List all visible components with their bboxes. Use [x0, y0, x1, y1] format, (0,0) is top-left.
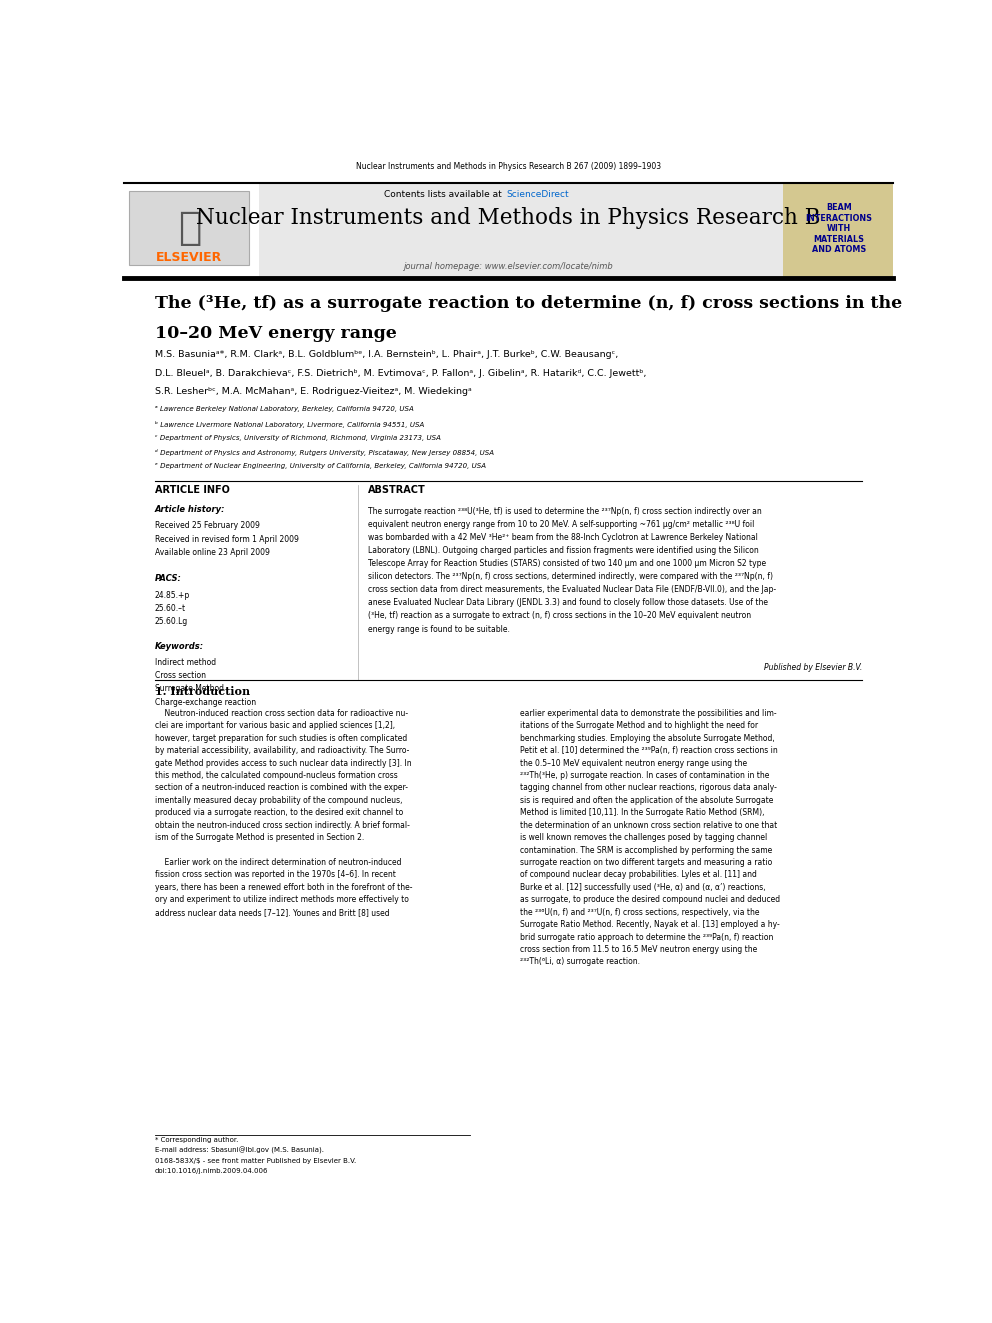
Text: anese Evaluated Nuclear Data Library (JENDL 3.3) and found to closely follow tho: anese Evaluated Nuclear Data Library (JE…	[368, 598, 768, 607]
Text: Method is limited [10,11]. In the Surrogate Ratio Method (SRM),: Method is limited [10,11]. In the Surrog…	[520, 808, 765, 818]
Text: energy range is found to be suitable.: energy range is found to be suitable.	[368, 624, 510, 634]
Text: 0168-583X/$ - see front matter Published by Elsevier B.V.: 0168-583X/$ - see front matter Published…	[155, 1158, 356, 1164]
Text: Telescope Array for Reaction Studies (STARS) consisted of two 140 μm and one 100: Telescope Array for Reaction Studies (ST…	[368, 560, 766, 569]
Text: Nuclear Instruments and Methods in Physics Research B: Nuclear Instruments and Methods in Physi…	[196, 206, 820, 229]
Text: 🌲: 🌲	[178, 209, 201, 246]
Text: silicon detectors. The ²³⁷Np(n, f) cross sections, determined indirectly, were c: silicon detectors. The ²³⁷Np(n, f) cross…	[368, 573, 773, 581]
Text: Article history:: Article history:	[155, 505, 225, 515]
Text: as surrogate, to produce the desired compound nuclei and deduced: as surrogate, to produce the desired com…	[520, 896, 780, 905]
Text: doi:10.1016/j.nimb.2009.04.006: doi:10.1016/j.nimb.2009.04.006	[155, 1168, 268, 1175]
Text: Nuclear Instruments and Methods in Physics Research B 267 (2009) 1899–1903: Nuclear Instruments and Methods in Physi…	[356, 163, 661, 171]
Text: Surrogate Ratio Method. Recently, Nayak et al. [13] employed a hy-: Surrogate Ratio Method. Recently, Nayak …	[520, 919, 780, 929]
Text: Indirect method: Indirect method	[155, 658, 216, 667]
Text: fission cross section was reported in the 1970s [4–6]. In recent: fission cross section was reported in th…	[155, 871, 396, 880]
Text: * Corresponding author.: * Corresponding author.	[155, 1136, 238, 1143]
Text: the 0.5–10 MeV equivalent neutron energy range using the: the 0.5–10 MeV equivalent neutron energy…	[520, 758, 747, 767]
Text: ory and experiment to utilize indirect methods more effectively to: ory and experiment to utilize indirect m…	[155, 896, 409, 905]
Text: E-mail address: Sbasuni@lbl.gov (M.S. Basunia).: E-mail address: Sbasuni@lbl.gov (M.S. Ba…	[155, 1147, 323, 1154]
Text: surrogate reaction on two different targets and measuring a ratio: surrogate reaction on two different targ…	[520, 859, 772, 867]
FancyBboxPatch shape	[124, 183, 893, 278]
Text: imentally measured decay probability of the compound nucleus,: imentally measured decay probability of …	[155, 796, 402, 804]
Text: ScienceDirect: ScienceDirect	[506, 191, 568, 200]
Text: this method, the calculated compound-nucleus formation cross: this method, the calculated compound-nuc…	[155, 771, 398, 781]
Text: ELSEVIER: ELSEVIER	[156, 250, 222, 263]
Text: itations of the Surrogate Method and to highlight the need for: itations of the Surrogate Method and to …	[520, 721, 758, 730]
Text: Published by Elsevier B.V.: Published by Elsevier B.V.	[764, 663, 862, 672]
Text: gate Method provides access to such nuclear data indirectly [3]. In: gate Method provides access to such nucl…	[155, 758, 412, 767]
Text: ABSTRACT: ABSTRACT	[368, 484, 426, 495]
Text: clei are important for various basic and applied sciences [1,2],: clei are important for various basic and…	[155, 721, 395, 730]
Text: S.R. Lesherᵇᶜ, M.A. McMahanᵃ, E. Rodriguez-Vieitezᵃ, M. Wiedekingᵃ: S.R. Lesherᵇᶜ, M.A. McMahanᵃ, E. Rodrigu…	[155, 386, 471, 396]
Text: Received 25 February 2009: Received 25 February 2009	[155, 521, 260, 531]
Text: section of a neutron-induced reaction is combined with the exper-: section of a neutron-induced reaction is…	[155, 783, 408, 792]
Text: Charge-exchange reaction: Charge-exchange reaction	[155, 697, 256, 706]
Text: the ²³⁶U(n, f) and ²³⁷U(n, f) cross sections, respectively, via the: the ²³⁶U(n, f) and ²³⁷U(n, f) cross sect…	[520, 908, 760, 917]
Text: benchmarking studies. Employing the absolute Surrogate Method,: benchmarking studies. Employing the abso…	[520, 734, 775, 742]
Text: ism of the Surrogate Method is presented in Section 2.: ism of the Surrogate Method is presented…	[155, 833, 364, 843]
Text: Laboratory (LBNL). Outgoing charged particles and fission fragments were identif: Laboratory (LBNL). Outgoing charged part…	[368, 546, 759, 556]
Text: sis is required and often the application of the absolute Surrogate: sis is required and often the applicatio…	[520, 796, 774, 804]
Text: of compound nuclear decay probabilities. Lyles et al. [11] and: of compound nuclear decay probabilities.…	[520, 871, 757, 880]
Text: (³He, tf) reaction as a surrogate to extract (n, f) cross sections in the 10–20 : (³He, tf) reaction as a surrogate to ext…	[368, 611, 751, 620]
Text: journal homepage: www.elsevier.com/locate/nimb: journal homepage: www.elsevier.com/locat…	[404, 262, 613, 271]
Text: by material accessibility, availability, and radioactivity. The Surro-: by material accessibility, availability,…	[155, 746, 409, 755]
Text: PACS:: PACS:	[155, 574, 182, 583]
Text: brid surrogate ratio approach to determine the ²³⁹Pa(n, f) reaction: brid surrogate ratio approach to determi…	[520, 933, 774, 942]
Text: Burke et al. [12] successfully used (³He, α) and (α, α’) reactions,: Burke et al. [12] successfully used (³He…	[520, 882, 766, 892]
Text: Cross section: Cross section	[155, 671, 205, 680]
FancyBboxPatch shape	[129, 192, 249, 265]
Text: was bombarded with a 42 MeV ³He²⁺ beam from the 88-Inch Cyclotron at Lawrence Be: was bombarded with a 42 MeV ³He²⁺ beam f…	[368, 533, 758, 542]
Text: obtain the neutron-induced cross section indirectly. A brief formal-: obtain the neutron-induced cross section…	[155, 820, 410, 830]
Text: address nuclear data needs [7–12]. Younes and Britt [8] used: address nuclear data needs [7–12]. Youne…	[155, 908, 390, 917]
Text: 25.60.Lg: 25.60.Lg	[155, 617, 188, 626]
Text: The (³He, tf) as a surrogate reaction to determine (n, f) cross sections in the: The (³He, tf) as a surrogate reaction to…	[155, 295, 902, 312]
Text: equivalent neutron energy range from 10 to 20 MeV. A self-supporting ~761 μg/cm²: equivalent neutron energy range from 10 …	[368, 520, 754, 529]
Text: M.S. Basuniaᵃ*, R.M. Clarkᵃ, B.L. Goldblumᵇᵉ, I.A. Bernsteinᵇ, L. Phairᵃ, J.T. B: M.S. Basuniaᵃ*, R.M. Clarkᵃ, B.L. Goldbl…	[155, 351, 618, 360]
Text: years, there has been a renewed effort both in the forefront of the-: years, there has been a renewed effort b…	[155, 882, 413, 892]
Text: 10–20 MeV energy range: 10–20 MeV energy range	[155, 325, 397, 341]
Text: ᵈ Department of Physics and Astronomy, Rutgers University, Piscataway, New Jerse: ᵈ Department of Physics and Astronomy, R…	[155, 448, 494, 456]
Text: earlier experimental data to demonstrate the possibilities and lim-: earlier experimental data to demonstrate…	[520, 709, 777, 718]
Text: BEAM
INTERACTIONS
WITH
MATERIALS
AND ATOMS: BEAM INTERACTIONS WITH MATERIALS AND ATO…	[806, 204, 873, 254]
Text: Keywords:: Keywords:	[155, 642, 204, 651]
Text: contamination. The SRM is accomplished by performing the same: contamination. The SRM is accomplished b…	[520, 845, 772, 855]
Text: ARTICLE INFO: ARTICLE INFO	[155, 484, 229, 495]
Text: 1. Introduction: 1. Introduction	[155, 687, 250, 697]
Text: the determination of an unknown cross section relative to one that: the determination of an unknown cross se…	[520, 820, 777, 830]
Text: produced via a surrogate reaction, to the desired exit channel to: produced via a surrogate reaction, to th…	[155, 808, 403, 818]
Text: is well known removes the challenges posed by tagging channel: is well known removes the challenges pos…	[520, 833, 767, 843]
Text: 25.60.–t: 25.60.–t	[155, 603, 186, 613]
Text: Surrogate Method: Surrogate Method	[155, 684, 224, 693]
FancyBboxPatch shape	[124, 183, 259, 278]
Text: Petit et al. [10] determined the ²³⁹Pa(n, f) reaction cross sections in: Petit et al. [10] determined the ²³⁹Pa(n…	[520, 746, 778, 755]
Text: ᶜ Department of Physics, University of Richmond, Richmond, Virginia 23173, USA: ᶜ Department of Physics, University of R…	[155, 435, 440, 441]
Text: Received in revised form 1 April 2009: Received in revised form 1 April 2009	[155, 534, 299, 544]
Text: ²³²Th(⁶Li, α) surrogate reaction.: ²³²Th(⁶Li, α) surrogate reaction.	[520, 958, 640, 966]
Text: Available online 23 April 2009: Available online 23 April 2009	[155, 548, 270, 557]
Text: cross section data from direct measurements, the Evaluated Nuclear Data File (EN: cross section data from direct measureme…	[368, 585, 776, 594]
Text: D.L. Bleuelᵃ, B. Darakchievaᶜ, F.S. Dietrichᵇ, M. Evtimovaᶜ, P. Fallonᵃ, J. Gibe: D.L. Bleuelᵃ, B. Darakchievaᶜ, F.S. Diet…	[155, 369, 646, 377]
Text: ᵉ Department of Nuclear Engineering, University of California, Berkeley, Califor: ᵉ Department of Nuclear Engineering, Uni…	[155, 463, 486, 470]
Text: Contents lists available at: Contents lists available at	[384, 191, 505, 200]
FancyBboxPatch shape	[783, 183, 893, 278]
Text: ²³²Th(³He, p) surrogate reaction. In cases of contamination in the: ²³²Th(³He, p) surrogate reaction. In cas…	[520, 771, 770, 781]
Text: ᵇ Lawrence Livermore National Laboratory, Livermore, California 94551, USA: ᵇ Lawrence Livermore National Laboratory…	[155, 421, 424, 427]
Text: however, target preparation for such studies is often complicated: however, target preparation for such stu…	[155, 734, 407, 742]
Text: Neutron-induced reaction cross section data for radioactive nu-: Neutron-induced reaction cross section d…	[155, 709, 408, 718]
Text: The surrogate reaction ²³⁸U(³He, tf) is used to determine the ²³⁷Np(n, f) cross : The surrogate reaction ²³⁸U(³He, tf) is …	[368, 507, 762, 516]
Text: tagging channel from other nuclear reactions, rigorous data analy-: tagging channel from other nuclear react…	[520, 783, 777, 792]
Text: cross section from 11.5 to 16.5 MeV neutron energy using the: cross section from 11.5 to 16.5 MeV neut…	[520, 945, 757, 954]
Text: 24.85.+p: 24.85.+p	[155, 590, 190, 599]
Text: Earlier work on the indirect determination of neutron-induced: Earlier work on the indirect determinati…	[155, 859, 401, 867]
Text: ᵃ Lawrence Berkeley National Laboratory, Berkeley, California 94720, USA: ᵃ Lawrence Berkeley National Laboratory,…	[155, 406, 414, 413]
